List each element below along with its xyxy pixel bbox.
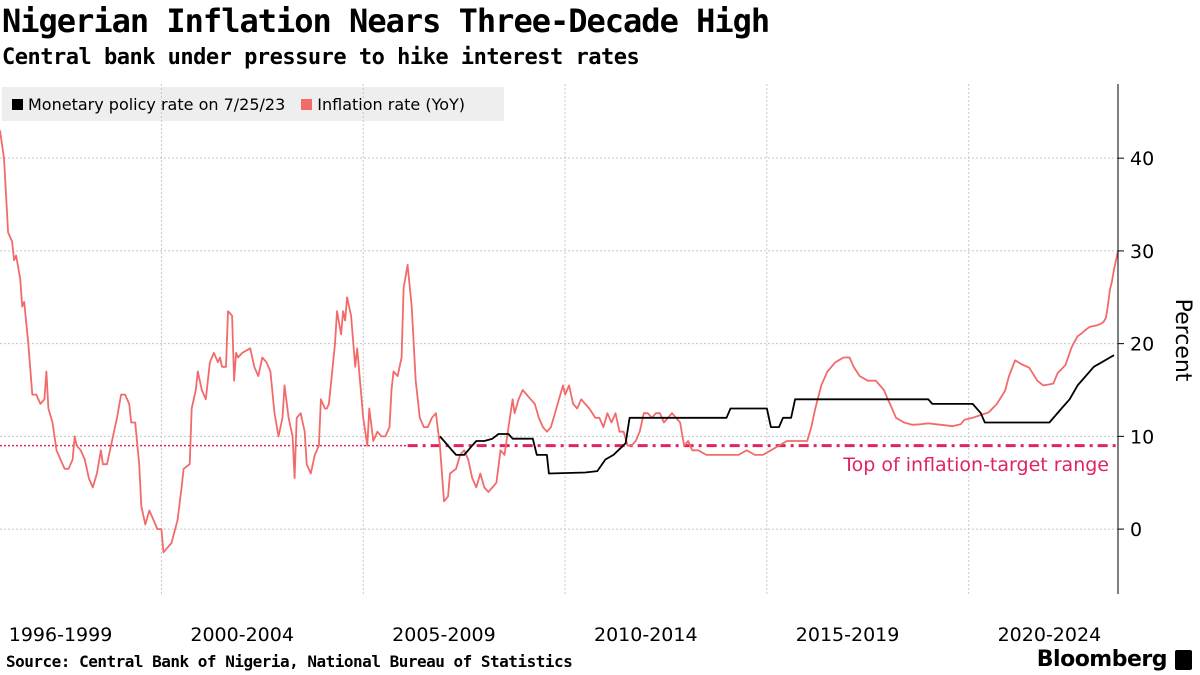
legend-item-policy-rate: Monetary policy rate on 7/25/23 <box>12 95 285 114</box>
y-tick-label: 10 <box>1130 426 1154 448</box>
y-tick-label: 30 <box>1130 241 1154 263</box>
legend-swatch-policy-rate <box>12 98 23 110</box>
y-axis-title: Percent <box>1170 299 1195 382</box>
legend-item-inflation: Inflation rate (YoY) <box>301 95 465 114</box>
x-tick-label: 1996-1999 <box>9 624 113 646</box>
x-tick-label: 2010-2014 <box>594 624 698 646</box>
legend-label-inflation: Inflation rate (YoY) <box>317 94 466 114</box>
legend-label-policy-rate: Monetary policy rate on 7/25/23 <box>28 94 286 114</box>
y-tick-label: 40 <box>1130 148 1154 170</box>
x-tick-label: 2015-2019 <box>796 624 900 646</box>
x-tick-label: 2020-2024 <box>998 624 1102 646</box>
terminal-icon <box>1175 650 1192 670</box>
y-tick-label: 0 <box>1130 519 1142 541</box>
series-layer <box>0 130 1119 554</box>
chart-title: Nigerian Inflation Nears Three-Decade Hi… <box>2 2 770 40</box>
legend-swatch-inflation <box>301 98 313 110</box>
target-range-annotation: Top of inflation-target range <box>842 454 1109 476</box>
bloomberg-logo: Bloomberg <box>1036 647 1168 672</box>
series-line-policy-rate <box>439 354 1115 475</box>
chart-subtitle: Central bank under pressure to hike inte… <box>2 45 640 70</box>
source-note: Source: Central Bank of Nigeria, Nationa… <box>6 652 573 671</box>
legend: Monetary policy rate on 7/25/23 Inflatio… <box>2 87 504 121</box>
y-tick-label: 20 <box>1130 334 1154 356</box>
x-tick-label: 2000-2004 <box>190 624 294 646</box>
grid-layer <box>0 84 1118 594</box>
series-line-inflation <box>0 130 1119 554</box>
axis-layer: 0 10 20 30 40 1996-1999 2000-2004 2005-2009 2010… <box>9 84 1154 646</box>
x-tick-label: 2005-2009 <box>392 624 496 646</box>
